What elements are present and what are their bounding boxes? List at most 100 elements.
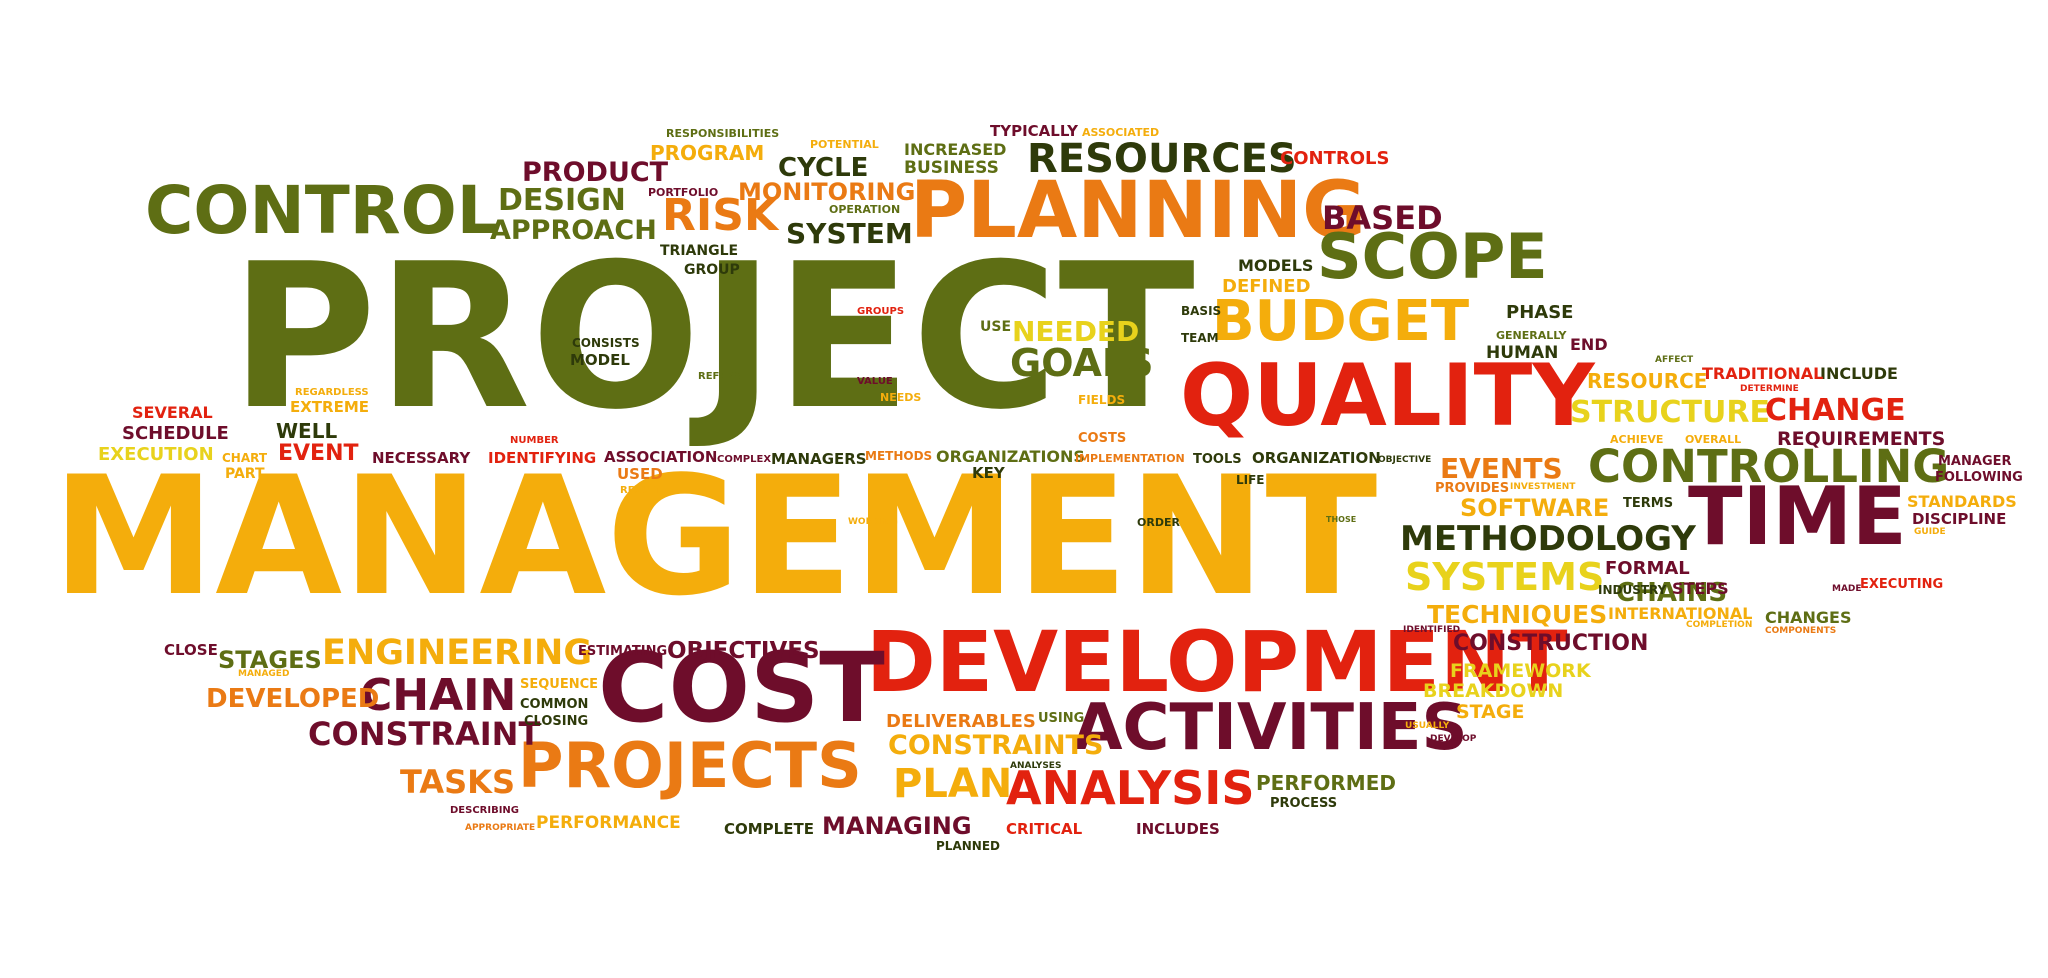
word-order: ORDER: [1137, 516, 1180, 529]
word-analysis: ANALYSIS: [1006, 761, 1255, 815]
word-controlling: CONTROLLING: [1588, 440, 1950, 493]
word-development: DEVELOPMENT: [866, 613, 1568, 711]
word-requirements: REQUIREMENTS: [1777, 428, 1946, 450]
word-management: MANAGEMENT: [52, 441, 1378, 632]
word-end: END: [1570, 335, 1608, 354]
word-basis: BASIS: [1181, 304, 1222, 318]
word-events: EVENTS: [1440, 452, 1563, 485]
word-affect: AFFECT: [1655, 355, 1694, 365]
word-cost: COST: [598, 632, 885, 744]
word-performed: PERFORMED: [1256, 771, 1396, 795]
word-activities: ACTIVITIES: [1073, 691, 1468, 765]
word-following: FOLLOWING: [1935, 470, 2023, 485]
word-formal: FORMAL: [1605, 558, 1690, 579]
word-industry: INDUSTRY: [1598, 583, 1667, 597]
word-those: THOSE: [1326, 515, 1357, 524]
word-using: USING: [1038, 711, 1085, 726]
word-constraints: CONSTRAINTS: [888, 730, 1104, 761]
word-overall: OVERALL: [1685, 433, 1742, 446]
word-team: TEAM: [1181, 331, 1219, 345]
word-refers: REFERS: [698, 371, 742, 382]
word-increased: INCREASED: [904, 140, 1007, 159]
word-chains: CHAINS: [1616, 578, 1728, 608]
word-appropriate: APPROPRIATE: [465, 823, 536, 833]
word-business: BUSINESS: [904, 158, 999, 178]
word-common: COMMON: [520, 697, 589, 712]
word-costs: COSTS: [1078, 431, 1127, 446]
word-product: PRODUCT: [522, 157, 669, 188]
word-implementation: IMPLEMENTATION: [1075, 452, 1185, 465]
word-describing: DESCRIBING: [450, 805, 520, 816]
word-operation: OPERATION: [829, 203, 901, 216]
word-closing: CLOSING: [524, 714, 589, 729]
word-methodology: METHODOLOGY: [1400, 519, 1696, 559]
word-construction: CONSTRUCTION: [1453, 631, 1649, 656]
word-analyses: ANALYSES: [1010, 761, 1062, 771]
word-fields: FIELDS: [1078, 393, 1126, 407]
word-performance: PERFORMANCE: [536, 813, 681, 833]
word-systems: SYSTEMS: [1405, 555, 1605, 599]
word-triangle: TRIANGLE: [660, 243, 739, 259]
word-include: INCLUDE: [1820, 364, 1898, 383]
word-system: SYSTEM: [786, 217, 913, 250]
word-resources: RESOURCES: [1027, 136, 1297, 182]
word-part: PART: [225, 466, 265, 482]
word-used: USED: [617, 465, 663, 483]
word-budget: BUDGET: [1212, 289, 1470, 354]
word-model: MODEL: [570, 351, 630, 369]
word-completion: COMPLETION: [1686, 620, 1753, 630]
word-responsibilities: RESPONSIBILITIES: [666, 127, 780, 140]
word-deliverables: DELIVERABLES: [886, 711, 1036, 732]
word-complex: COMPLEX: [717, 454, 772, 465]
word-typically: TYPICALLY: [990, 122, 1078, 140]
word-managed: MANAGED: [238, 669, 290, 679]
word-number: NUMBER: [510, 435, 559, 446]
word-software: SOFTWARE: [1460, 494, 1610, 522]
word-consists: CONSISTS: [572, 336, 640, 350]
word-guide: GUIDE: [1914, 527, 1946, 537]
word-based: BASED: [1322, 199, 1443, 237]
word-standards: STANDARDS: [1907, 492, 2017, 511]
word-traditional: TRADITIONAL: [1702, 364, 1824, 383]
word-generally: GENERALLY: [1496, 329, 1567, 342]
word-techniques: TECHNIQUES: [1427, 600, 1608, 629]
word-tools: TOOLS: [1193, 452, 1242, 467]
word-develop: DEVELOP: [1430, 734, 1477, 744]
word-methods: METHODS: [865, 449, 933, 463]
word-investment: INVESTMENT: [1510, 482, 1576, 492]
word-objective: OBJECTIVE: [1378, 455, 1432, 465]
word-framework: FRAMEWORK: [1450, 660, 1591, 682]
word-association: ASSOCIATION: [604, 448, 718, 466]
word-several: SEVERAL: [132, 403, 213, 422]
word-close: CLOSE: [164, 641, 218, 659]
word-regardless: REGARDLESS: [295, 387, 369, 398]
word-plan: PLAN: [893, 761, 1013, 807]
word-necessary: NECESSARY: [372, 449, 471, 467]
word-manager: MANAGER: [1938, 454, 2012, 469]
word-change: CHANGE: [1765, 393, 1906, 428]
word-value: VALUE: [857, 376, 893, 387]
word-complete: COMPLETE: [724, 820, 814, 838]
word-process: PROCESS: [1270, 796, 1338, 811]
word-executing: EXECUTING: [1860, 577, 1944, 592]
word-organization: ORGANIZATION: [1252, 449, 1381, 467]
word-program: PROGRAM: [650, 141, 765, 165]
word-discipline: DISCIPLINE: [1912, 510, 2007, 528]
word-resource: RESOURCE: [1587, 369, 1708, 393]
word-identifying: IDENTIFYING: [488, 449, 597, 467]
word-portfolio: PORTFOLIO: [648, 186, 719, 199]
word-planned: PLANNED: [936, 839, 1000, 853]
word-phase: PHASE: [1506, 302, 1574, 323]
word-scope: SCOPE: [1317, 220, 1548, 293]
word-potential: POTENTIAL: [810, 138, 879, 151]
word-stage: STAGE: [1456, 701, 1525, 723]
word-critical: CRITICAL: [1006, 820, 1083, 838]
word-needed: NEEDED: [1012, 315, 1140, 348]
word-international: INTERNATIONAL: [1608, 604, 1753, 623]
word-managers: MANAGERS: [771, 450, 867, 468]
word-quality: QUALITY: [1180, 346, 1595, 446]
word-breakdown: BREAKDOWN: [1423, 680, 1564, 702]
word-developed: DEVELOPED: [206, 684, 380, 714]
word-group: GROUP: [684, 262, 740, 278]
